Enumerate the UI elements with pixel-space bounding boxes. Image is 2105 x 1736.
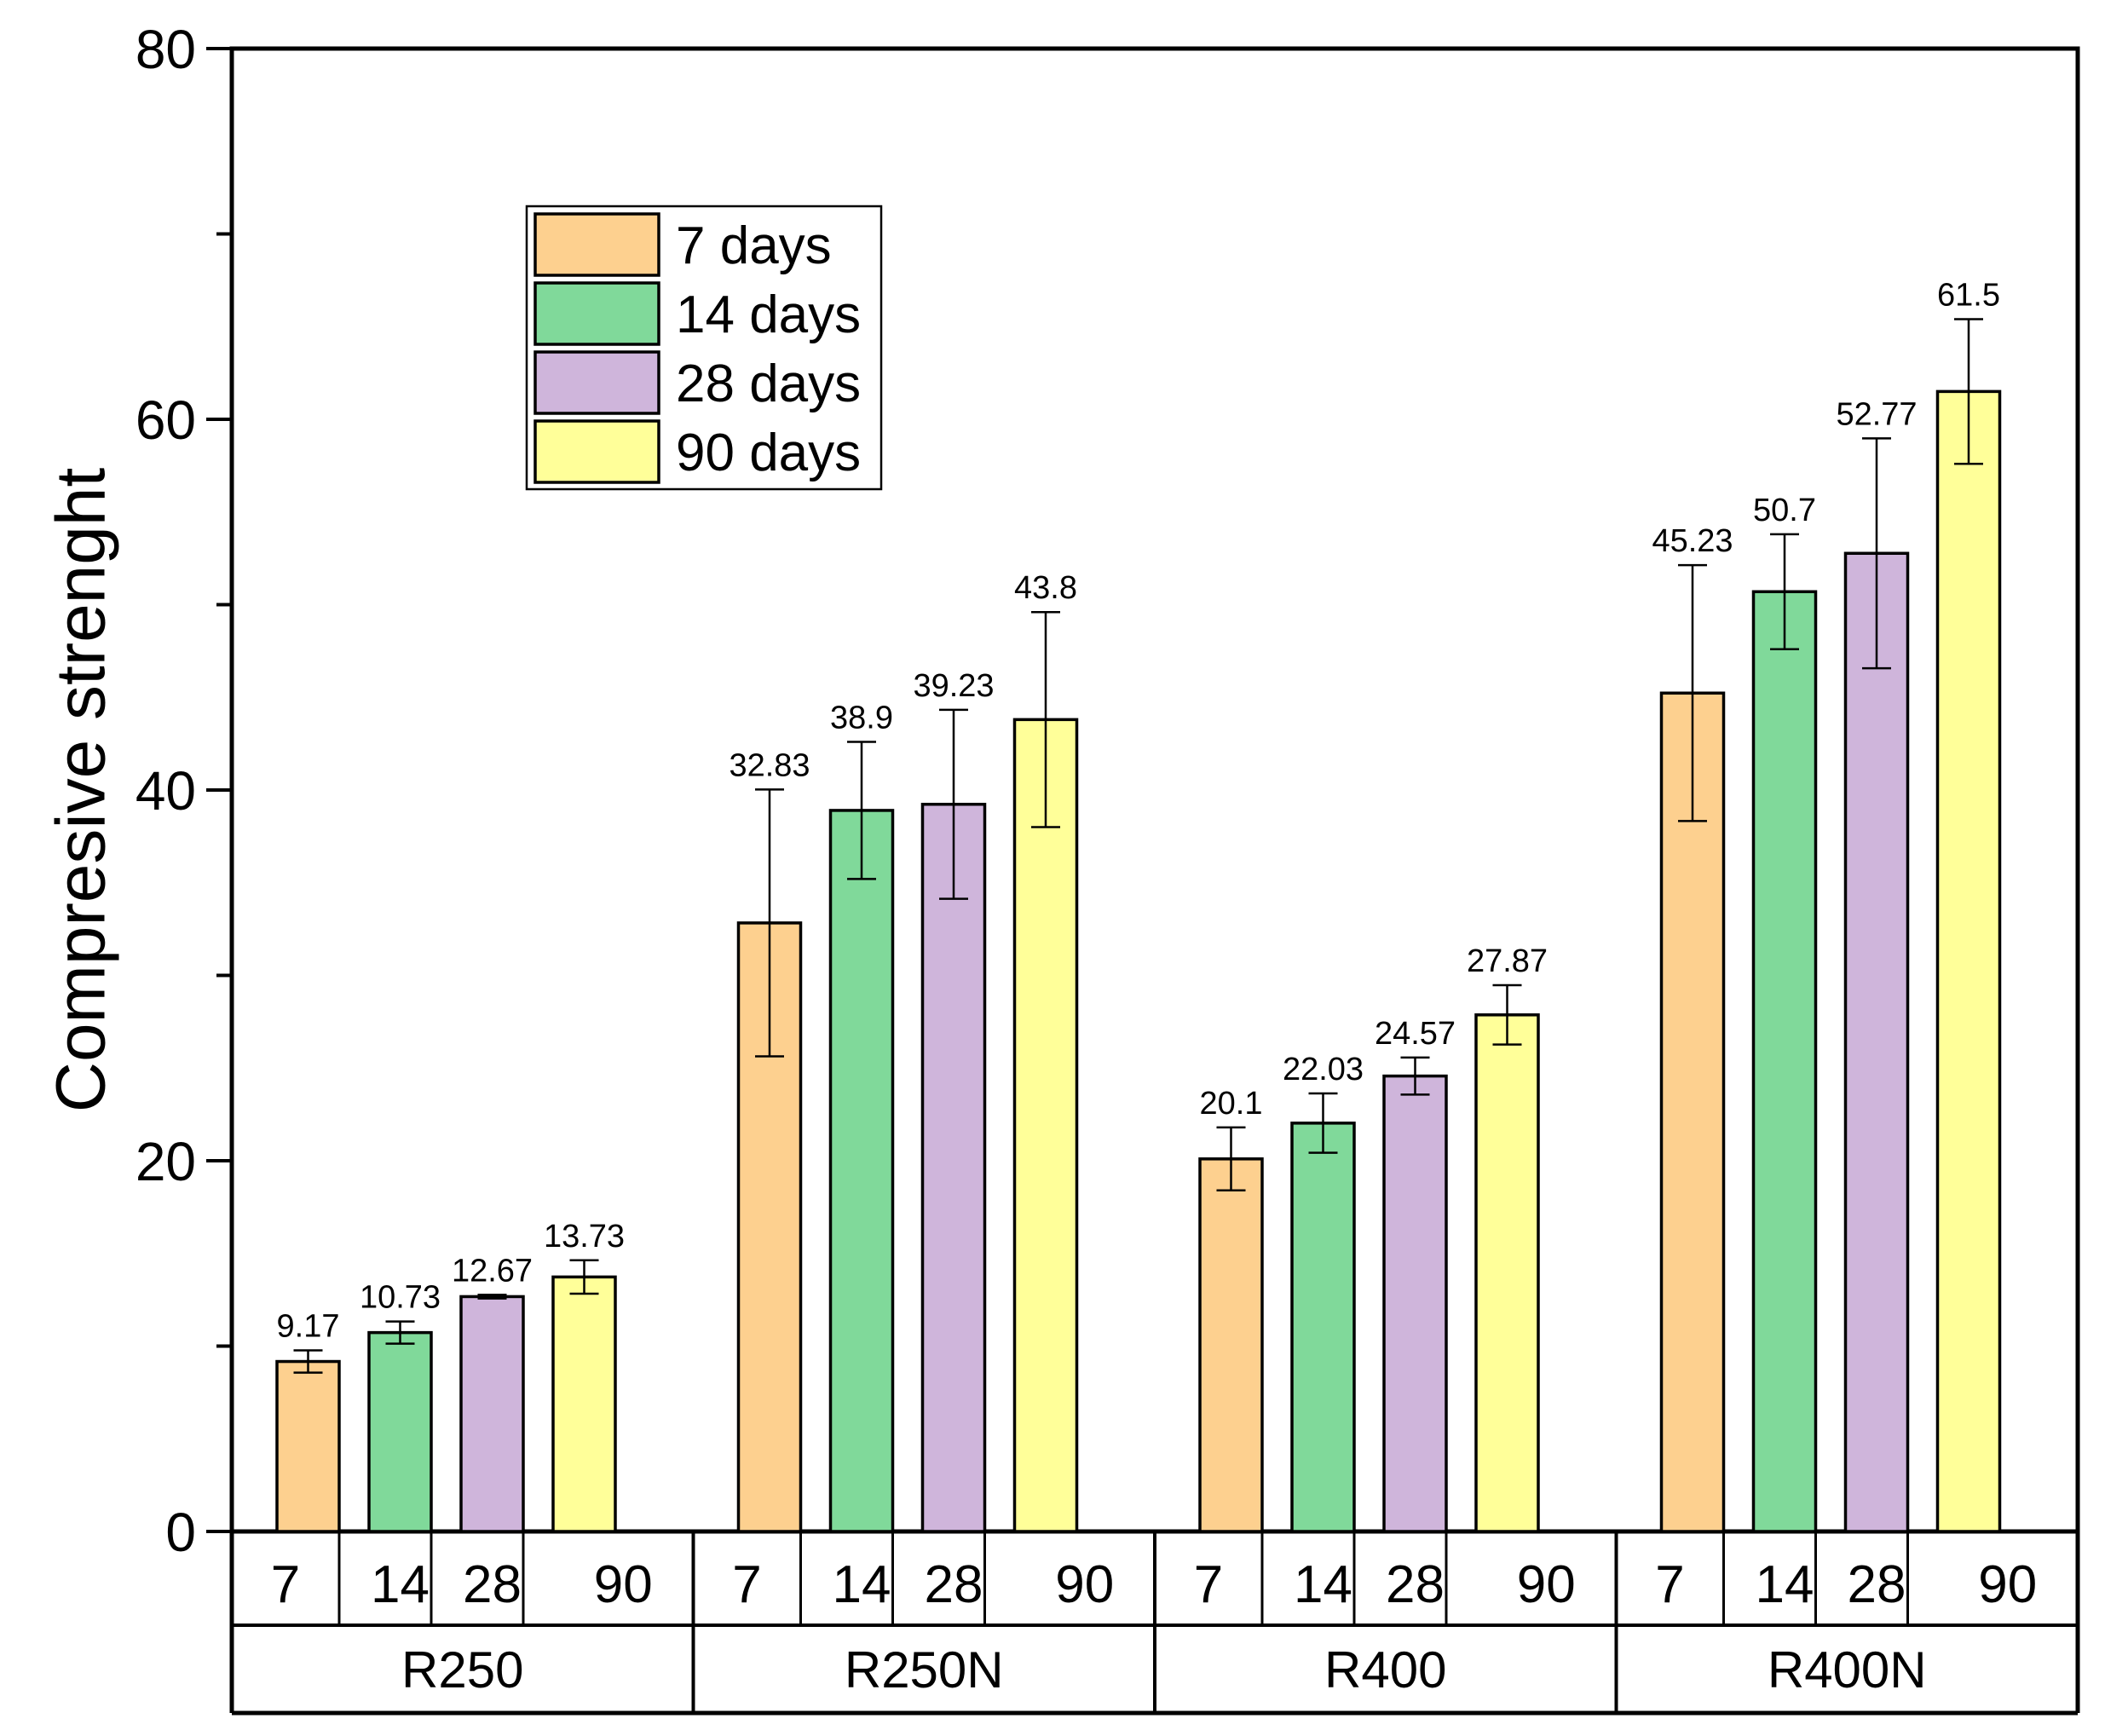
group-label-r400n: R400N [1768,1641,1927,1699]
bar-r250-90 [551,1275,617,1533]
x-tick-label: 28 [1386,1555,1445,1614]
x-tick-label: 7 [732,1555,761,1614]
data-label: 45.23 [1652,523,1733,559]
data-label: 43.8 [1014,570,1077,606]
x-tick-label: 28 [1848,1555,1906,1614]
bar-r250n-28 [920,802,987,1533]
data-label: 24.57 [1375,1016,1456,1052]
bar-r400n-14 [1751,590,1818,1533]
legend-label: 7 days [676,216,832,275]
bar-r250-28 [459,1295,525,1533]
legend-swatch-90-days [533,419,660,484]
y-axis-title: Compresive strenght [43,468,120,1113]
x-tick-label: 14 [371,1555,430,1614]
bar-r400n-7 [1659,691,1726,1533]
x-tick-label: 7 [271,1555,300,1614]
bar-r400n-28 [1843,551,1910,1533]
data-label: 9.17 [277,1309,340,1345]
legend-swatch-28-days [533,350,660,415]
x-tick-label: 90 [1978,1555,2037,1614]
data-label: 27.87 [1467,943,1548,979]
bar-r400-28 [1382,1074,1448,1533]
y-tick-label: 0 [165,1502,196,1563]
x-tick-label: 90 [1055,1555,1114,1614]
group-label-r400: R400 [1324,1641,1446,1699]
data-label: 12.67 [452,1253,533,1289]
bar-r400n-90 [1935,389,2002,1533]
group-label-r250n: R250N [845,1641,1004,1699]
x-tick-label: 28 [463,1555,522,1614]
data-label: 32.83 [729,747,810,783]
x-tick-label: 28 [925,1555,983,1614]
x-tick-label: 7 [1655,1555,1684,1614]
x-tick-label: 14 [1756,1555,1814,1614]
y-tick-label: 20 [136,1131,196,1192]
legend-label: 90 days [676,424,861,482]
group-label-r250: R250 [401,1641,523,1699]
legend-swatch-7-days [533,212,660,277]
data-label: 52.77 [1836,396,1917,432]
bar-r400-7 [1198,1157,1264,1533]
x-tick-label: 90 [594,1555,653,1614]
y-tick-label: 80 [136,19,196,80]
bar-r250n-90 [1012,718,1079,1533]
bar-r250n-14 [828,809,895,1533]
x-tick-label: 90 [1517,1555,1576,1614]
y-tick-label: 40 [136,760,196,822]
legend-swatch-14-days [533,281,660,346]
data-label: 38.9 [830,700,893,735]
data-label: 10.73 [360,1280,441,1316]
x-tick-label: 14 [833,1555,891,1614]
data-label: 61.5 [1937,278,2000,314]
data-label: 22.03 [1283,1052,1364,1087]
y-tick-label: 60 [136,389,196,451]
x-tick-label: 7 [1194,1555,1223,1614]
x-tick-label: 14 [1294,1555,1352,1614]
data-label: 39.23 [913,668,994,704]
legend-label: 28 days [676,355,861,413]
data-label: 50.7 [1753,493,1816,528]
bar-r400-90 [1474,1013,1540,1533]
legend-label: 14 days [676,285,861,344]
bar-r400-14 [1290,1122,1356,1533]
data-label: 13.73 [544,1219,625,1254]
bar-r250-7 [275,1359,341,1533]
bar-r250-14 [367,1330,433,1533]
data-label: 20.1 [1200,1086,1263,1122]
